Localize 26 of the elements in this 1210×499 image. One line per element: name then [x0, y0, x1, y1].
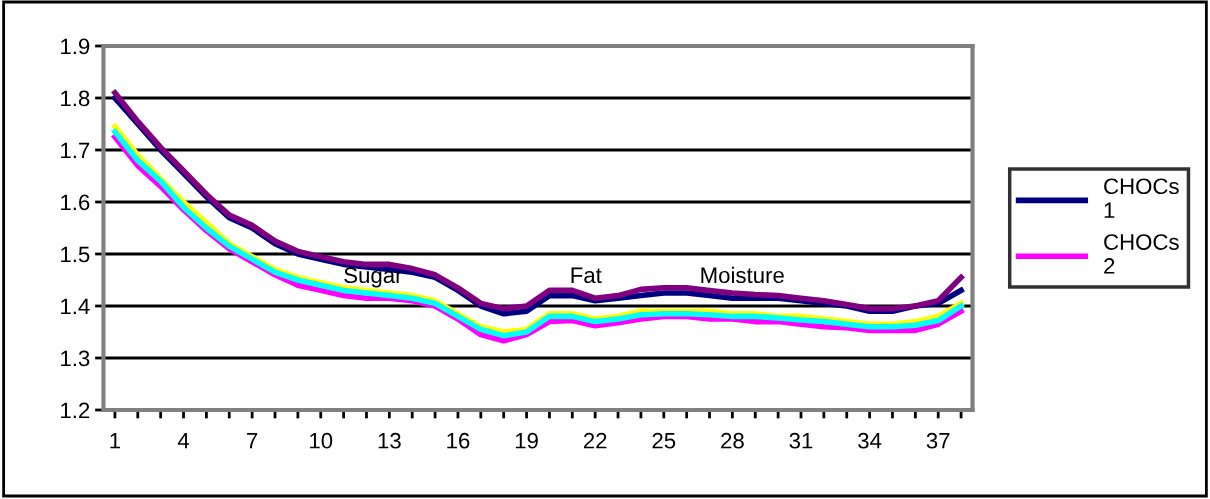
x-tick-label: 10 — [310, 432, 333, 449]
y-tick-label: 1.9 — [61, 38, 90, 55]
x-tick-label: 37 — [926, 432, 950, 449]
x-tick-label: 19 — [515, 432, 538, 449]
x-tick-label: 13 — [378, 432, 401, 449]
x-tick-label: 1 — [110, 433, 121, 449]
legend-label: CHOCs 1 — [1104, 178, 1179, 218]
x-tick-label: 7 — [247, 433, 258, 449]
y-tick-label: 1.4 — [61, 298, 90, 315]
x-tick-label: 4 — [177, 433, 190, 449]
y-tick-label: 1.3 — [61, 350, 90, 367]
y-tick-label: 1.5 — [61, 246, 90, 263]
x-tick-label: 34 — [858, 432, 882, 449]
annotation: Fat — [571, 267, 602, 284]
x-tick-label: 31 — [789, 432, 813, 449]
x-tick-label: 28 — [721, 432, 744, 449]
y-tick-label: 1.7 — [61, 142, 90, 159]
y-tick-label: 1.2 — [61, 402, 90, 419]
y-tick-label: 1.8 — [61, 90, 90, 107]
legend-label: CHOCs 2 — [1104, 234, 1179, 274]
x-tick-label: 22 — [583, 432, 607, 449]
x-tick-label: 25 — [652, 432, 676, 449]
annotation: Sugar — [344, 267, 403, 288]
x-tick-label: 16 — [447, 432, 470, 449]
annotation: Moisture — [701, 266, 784, 284]
y-tick-label: 1.6 — [61, 194, 90, 211]
